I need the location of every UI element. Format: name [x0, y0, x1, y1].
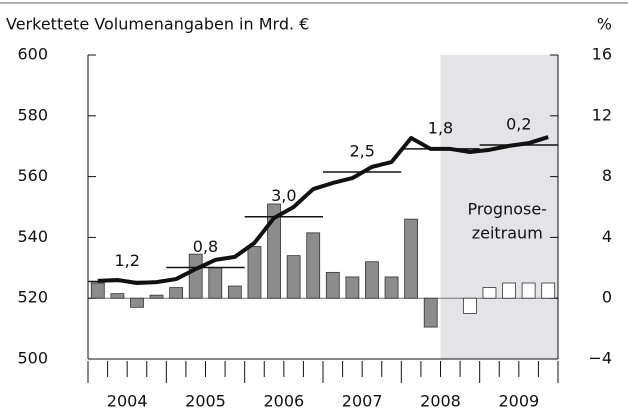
bar — [110, 293, 125, 299]
y2-tick-label: 0 — [602, 288, 612, 307]
y-tick-label: 540 — [17, 227, 48, 246]
bar — [365, 261, 379, 299]
forecast-area — [440, 55, 558, 359]
y-tick-label: 580 — [17, 105, 48, 124]
bar — [423, 297, 438, 328]
bar — [306, 232, 321, 299]
bar — [149, 294, 164, 299]
bar — [502, 282, 516, 299]
bar — [90, 282, 105, 299]
bar — [541, 282, 556, 299]
bar — [521, 282, 536, 299]
x-tick-label: 2006 — [263, 392, 304, 411]
y-tick-label: 500 — [17, 349, 48, 368]
bar — [325, 271, 340, 299]
growth-label: 0,8 — [193, 237, 218, 256]
bar — [482, 287, 497, 299]
forecast-label: Prognose- — [468, 200, 547, 219]
bar — [286, 255, 301, 299]
y-tick-label: 520 — [17, 288, 48, 307]
y-tick-label: 560 — [17, 166, 48, 185]
line — [97, 135, 549, 285]
x-tick-label: 2009 — [498, 392, 539, 411]
bar — [188, 253, 203, 299]
growth-label: 3,0 — [271, 186, 296, 205]
bar — [130, 297, 144, 308]
y2-tick-label: 12 — [592, 105, 612, 124]
growth-label: 0,2 — [506, 114, 531, 133]
y2-tick-label: 4 — [602, 227, 612, 246]
growth-label: 1,2 — [114, 251, 139, 270]
bar — [345, 276, 360, 299]
growth-label: 2,5 — [349, 142, 374, 161]
bar — [169, 287, 184, 299]
y2-unit: % — [597, 15, 612, 34]
bar — [208, 267, 223, 299]
y2-tick-label: 8 — [602, 166, 612, 185]
bar — [462, 297, 477, 314]
bar — [267, 203, 281, 299]
bar — [404, 218, 419, 299]
x-tick-label: 2004 — [107, 392, 148, 411]
forecast-label: zeitraum — [472, 224, 543, 243]
y-tick-label: 600 — [17, 45, 48, 64]
y2-tick-label: 16 — [592, 45, 612, 64]
x-tick-label: 2007 — [342, 392, 383, 411]
chart-title: Verkettete Volumenangaben in Mrd. € — [6, 15, 309, 34]
growth-label: 1,8 — [428, 118, 453, 137]
bar — [384, 276, 399, 299]
bar — [247, 246, 262, 299]
x-tick-label: 2005 — [185, 392, 226, 411]
x-tick-label: 2008 — [420, 392, 461, 411]
bar — [227, 285, 242, 299]
y2-tick-label: −4 — [588, 349, 612, 368]
